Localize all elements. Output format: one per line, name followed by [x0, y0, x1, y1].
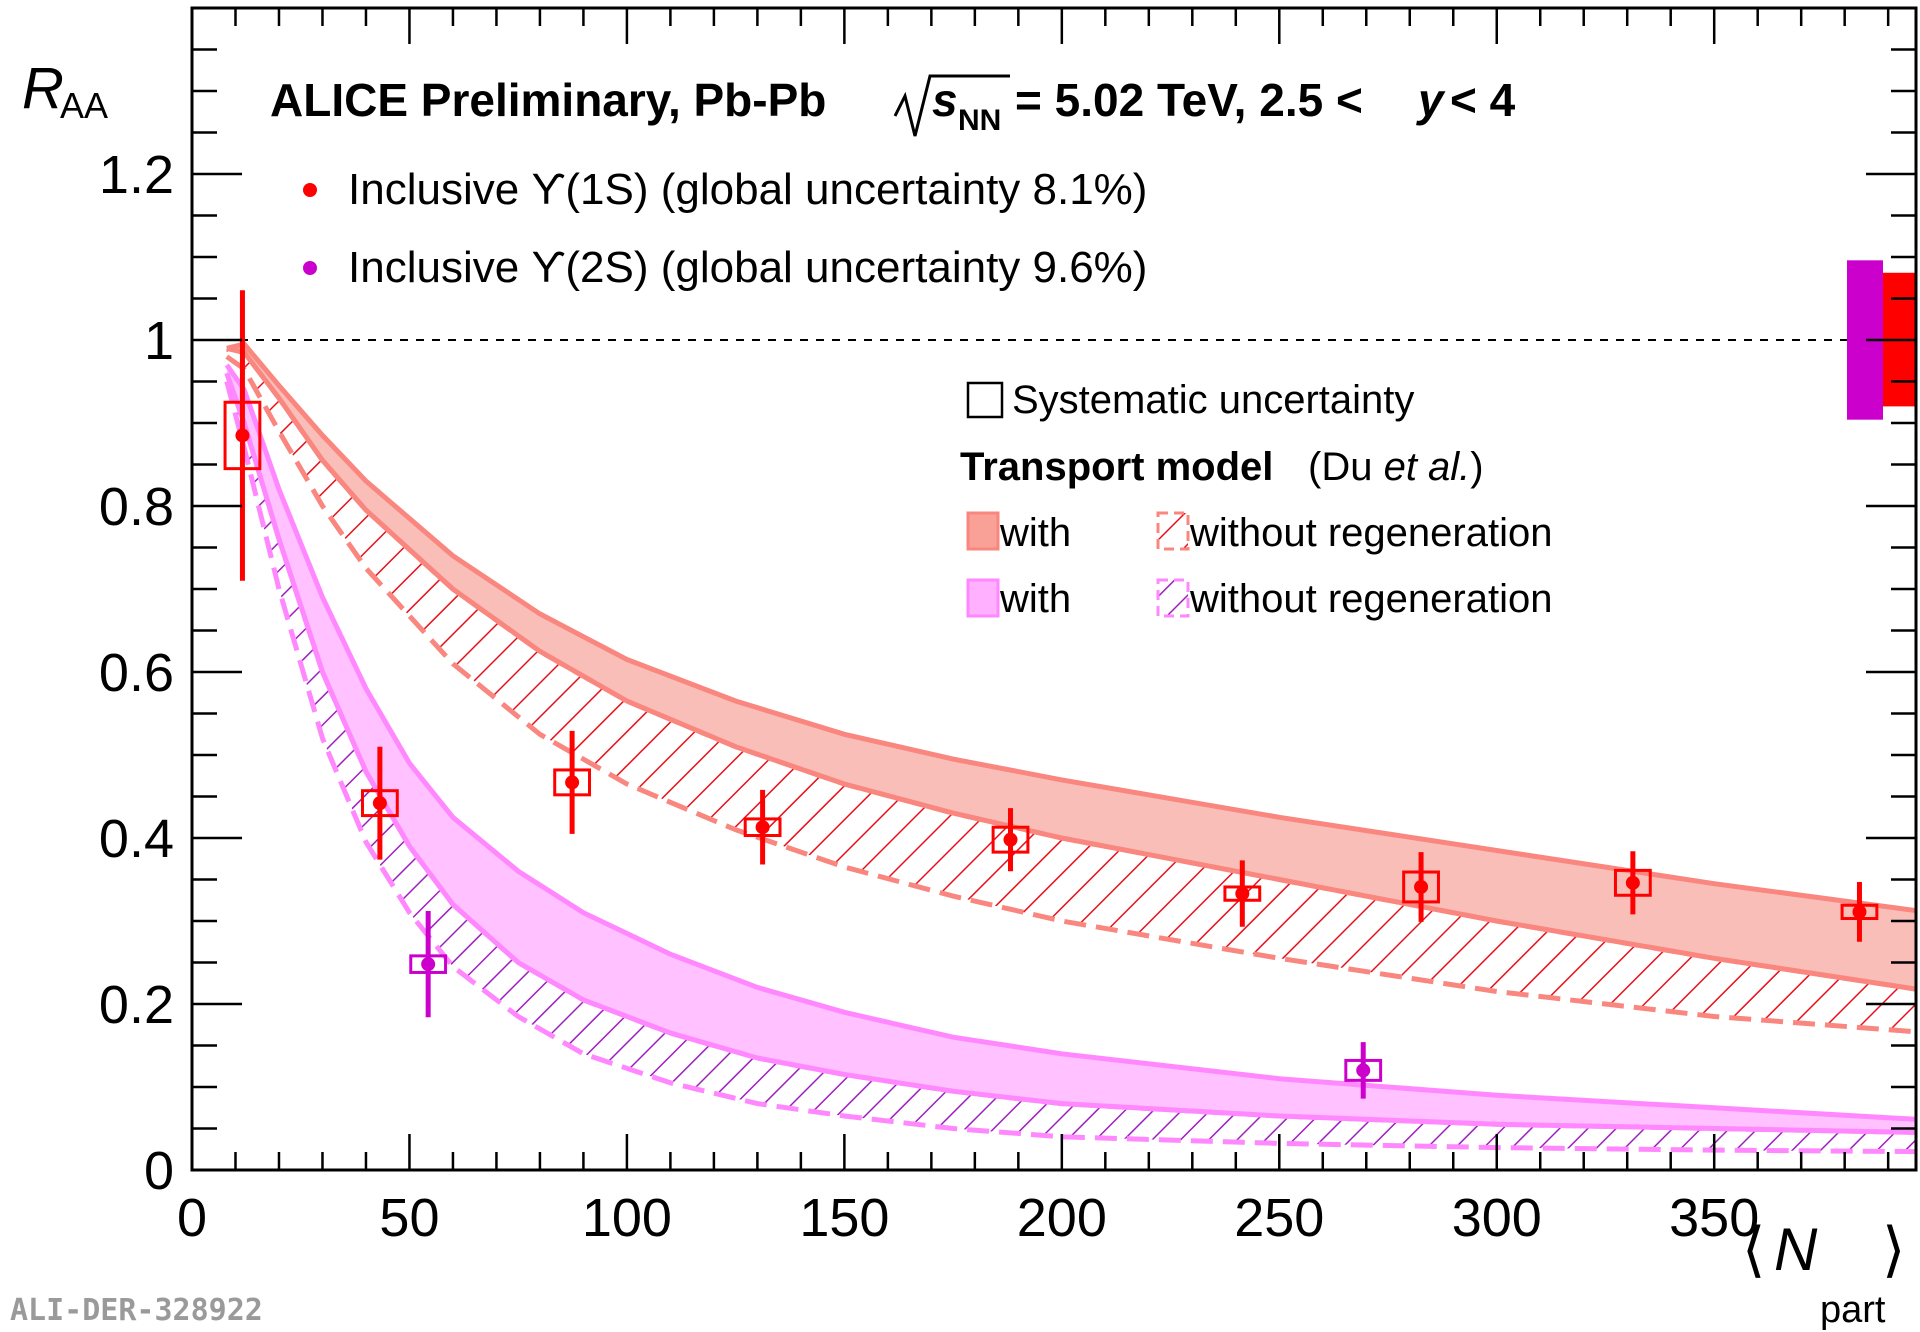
x-tick-label-3: 150 — [799, 1188, 889, 1248]
tick-labels: 0 50 100 150 200 250 300 350 0 0.2 0.4 0.6 0.8 1 1.2 — [99, 145, 1759, 1248]
y-tick-label-5: 1 — [144, 311, 174, 371]
band-1s-without-lower-edge — [225, 354, 1916, 1035]
legend-band-1s-with — [966, 511, 1000, 551]
band-2s-with-lower-edge — [224, 372, 1916, 1135]
legend-without-1s: without regeneration — [1189, 511, 1552, 555]
legend-model-ref-italic: et al. — [1384, 445, 1471, 489]
y-tick-label-3: 0.6 — [99, 643, 174, 703]
x-axis-label: N — [1774, 1216, 1818, 1283]
y-axis-label-sub: AA — [60, 85, 108, 126]
data-point-0-0 — [235, 428, 250, 443]
legend-model-ref-prefix: (Du — [1308, 445, 1384, 489]
legend-syst-box — [966, 381, 1004, 419]
sqrt-symbol — [893, 74, 1010, 137]
legend-marker-1s — [303, 183, 317, 197]
legend-label-1s: Inclusive ϒ(1S) (global uncertainty 8.1%… — [348, 165, 1147, 214]
legend-marker-2s — [303, 261, 317, 275]
legend-band-2s-without — [1156, 578, 1190, 618]
energy-label: = 5.02 TeV, 2.5 < — [1015, 74, 1363, 126]
legend-with-2s: with — [999, 577, 1071, 621]
data-point-0-8 — [1852, 904, 1867, 919]
x-tick-label-6: 300 — [1452, 1188, 1542, 1248]
y-tick-label-1: 0.2 — [99, 975, 174, 1035]
data-point-1-1 — [1356, 1063, 1371, 1078]
y-tick-label-2: 0.4 — [99, 809, 174, 869]
x-tick-label-7: 350 — [1669, 1188, 1759, 1248]
x-tick-label-1: 50 — [379, 1188, 439, 1248]
data-point-0-5 — [1235, 886, 1250, 901]
x-tick-label-4: 200 — [1017, 1188, 1107, 1248]
x-tick-label-2: 100 — [582, 1188, 672, 1248]
legend-model-ref-suffix: ) — [1470, 445, 1483, 489]
x-axis-label-sub: part — [1820, 1289, 1886, 1331]
y-axis-label: R — [22, 56, 64, 121]
data-point-0-2 — [565, 775, 580, 790]
model-bands — [224, 341, 1916, 1155]
chart-title: ALICE Preliminary, Pb-Pb — [270, 74, 826, 126]
legend-syst-label: Systematic uncertainty — [1012, 378, 1414, 422]
x-tick-label-0: 0 — [177, 1188, 207, 1248]
legend-with-1s: with — [999, 511, 1071, 555]
legend-band-1s-without — [1156, 511, 1190, 551]
energy-sqrt-var: s — [932, 74, 958, 126]
y-tick-label-6: 1.2 — [99, 145, 174, 205]
legend-without-2s: without regeneration — [1189, 577, 1552, 621]
data-point-0-3 — [755, 820, 770, 835]
data-point-1-0 — [421, 957, 436, 972]
legend-band-2s-with — [966, 578, 1000, 618]
band-2s-without-lower-edge — [224, 380, 1916, 1155]
y-tick-label-4: 0.8 — [99, 477, 174, 537]
energy-sub: NN — [958, 104, 1001, 137]
axis-ticks — [190, 6, 1916, 1172]
data-point-0-7 — [1625, 875, 1640, 890]
legend-model-ref: (Du et al.) — [1308, 445, 1484, 489]
data-points — [223, 290, 1879, 1099]
x-axis-bracket-left: ⟨ — [1742, 1216, 1765, 1283]
rapidity-var: y — [1416, 74, 1446, 126]
legend-model-title: Transport model — [960, 445, 1273, 489]
band-1s-with-area — [226, 344, 1916, 990]
data-point-0-6 — [1414, 879, 1429, 894]
band-1s-with-lower-edge — [226, 345, 1916, 992]
rapidity-tail: < 4 — [1450, 74, 1516, 126]
legend-label-2s: Inclusive ϒ(2S) (global uncertainty 9.6%… — [348, 243, 1147, 292]
x-axis-bracket-right: ⟩ — [1882, 1216, 1905, 1283]
watermark: ALI-DER-328922 — [10, 1293, 263, 1328]
band-2s-without-area — [226, 373, 1916, 1152]
band-1s-with-upper-edge — [226, 341, 1916, 914]
y-tick-label-0: 0 — [144, 1141, 174, 1201]
band-2s-with-upper-edge — [224, 363, 1916, 1122]
x-tick-label-5: 250 — [1234, 1188, 1324, 1248]
data-point-0-1 — [372, 796, 387, 811]
data-point-0-4 — [1003, 832, 1018, 847]
